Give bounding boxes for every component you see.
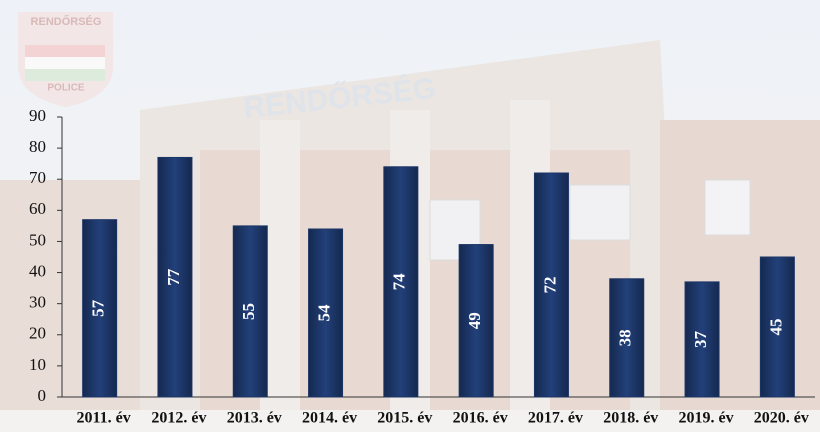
y-tick-label: 60 [29,199,46,218]
x-tick-label: 2014. év [302,410,357,427]
y-tick-label: 0 [38,386,47,405]
x-tick-label: 2011. év [77,410,131,427]
x-tick-label: 2016. év [453,410,508,427]
y-tick-label: 10 [29,355,46,374]
y-tick-label: 90 [29,106,46,125]
x-tick-label: 2013. év [227,410,282,427]
value-label: 74 [390,273,409,291]
x-tick-label: 2012. év [151,410,206,427]
value-label: 54 [314,304,333,322]
x-tick-label: 2019. év [678,410,733,427]
y-tick-label: 80 [29,137,46,156]
x-tick-label: 2015. év [377,410,432,427]
value-label: 38 [616,329,635,346]
logo-bottom: POLICE [47,83,85,94]
value-label: 45 [766,319,785,336]
x-tick-label: 2018. év [603,410,658,427]
value-label: 77 [164,268,183,286]
value-label: 57 [89,299,108,317]
x-tick-label: 2020. év [754,410,809,427]
value-label: 72 [540,277,559,294]
y-tick-label: 70 [29,168,46,187]
chart: RENDŐRSÉG RENDŐRSÉG POLICE 0102030405060… [0,0,820,432]
x-tick-label: 2017. év [528,410,583,427]
value-label: 55 [239,303,258,320]
y-tick-label: 50 [29,230,46,249]
value-label: 37 [691,330,710,348]
y-tick-label: 40 [29,261,46,280]
logo-top: RENDŐRSÉG [31,15,102,28]
y-tick-label: 20 [29,324,46,343]
y-tick-label: 30 [29,293,46,312]
value-label: 49 [465,312,484,329]
